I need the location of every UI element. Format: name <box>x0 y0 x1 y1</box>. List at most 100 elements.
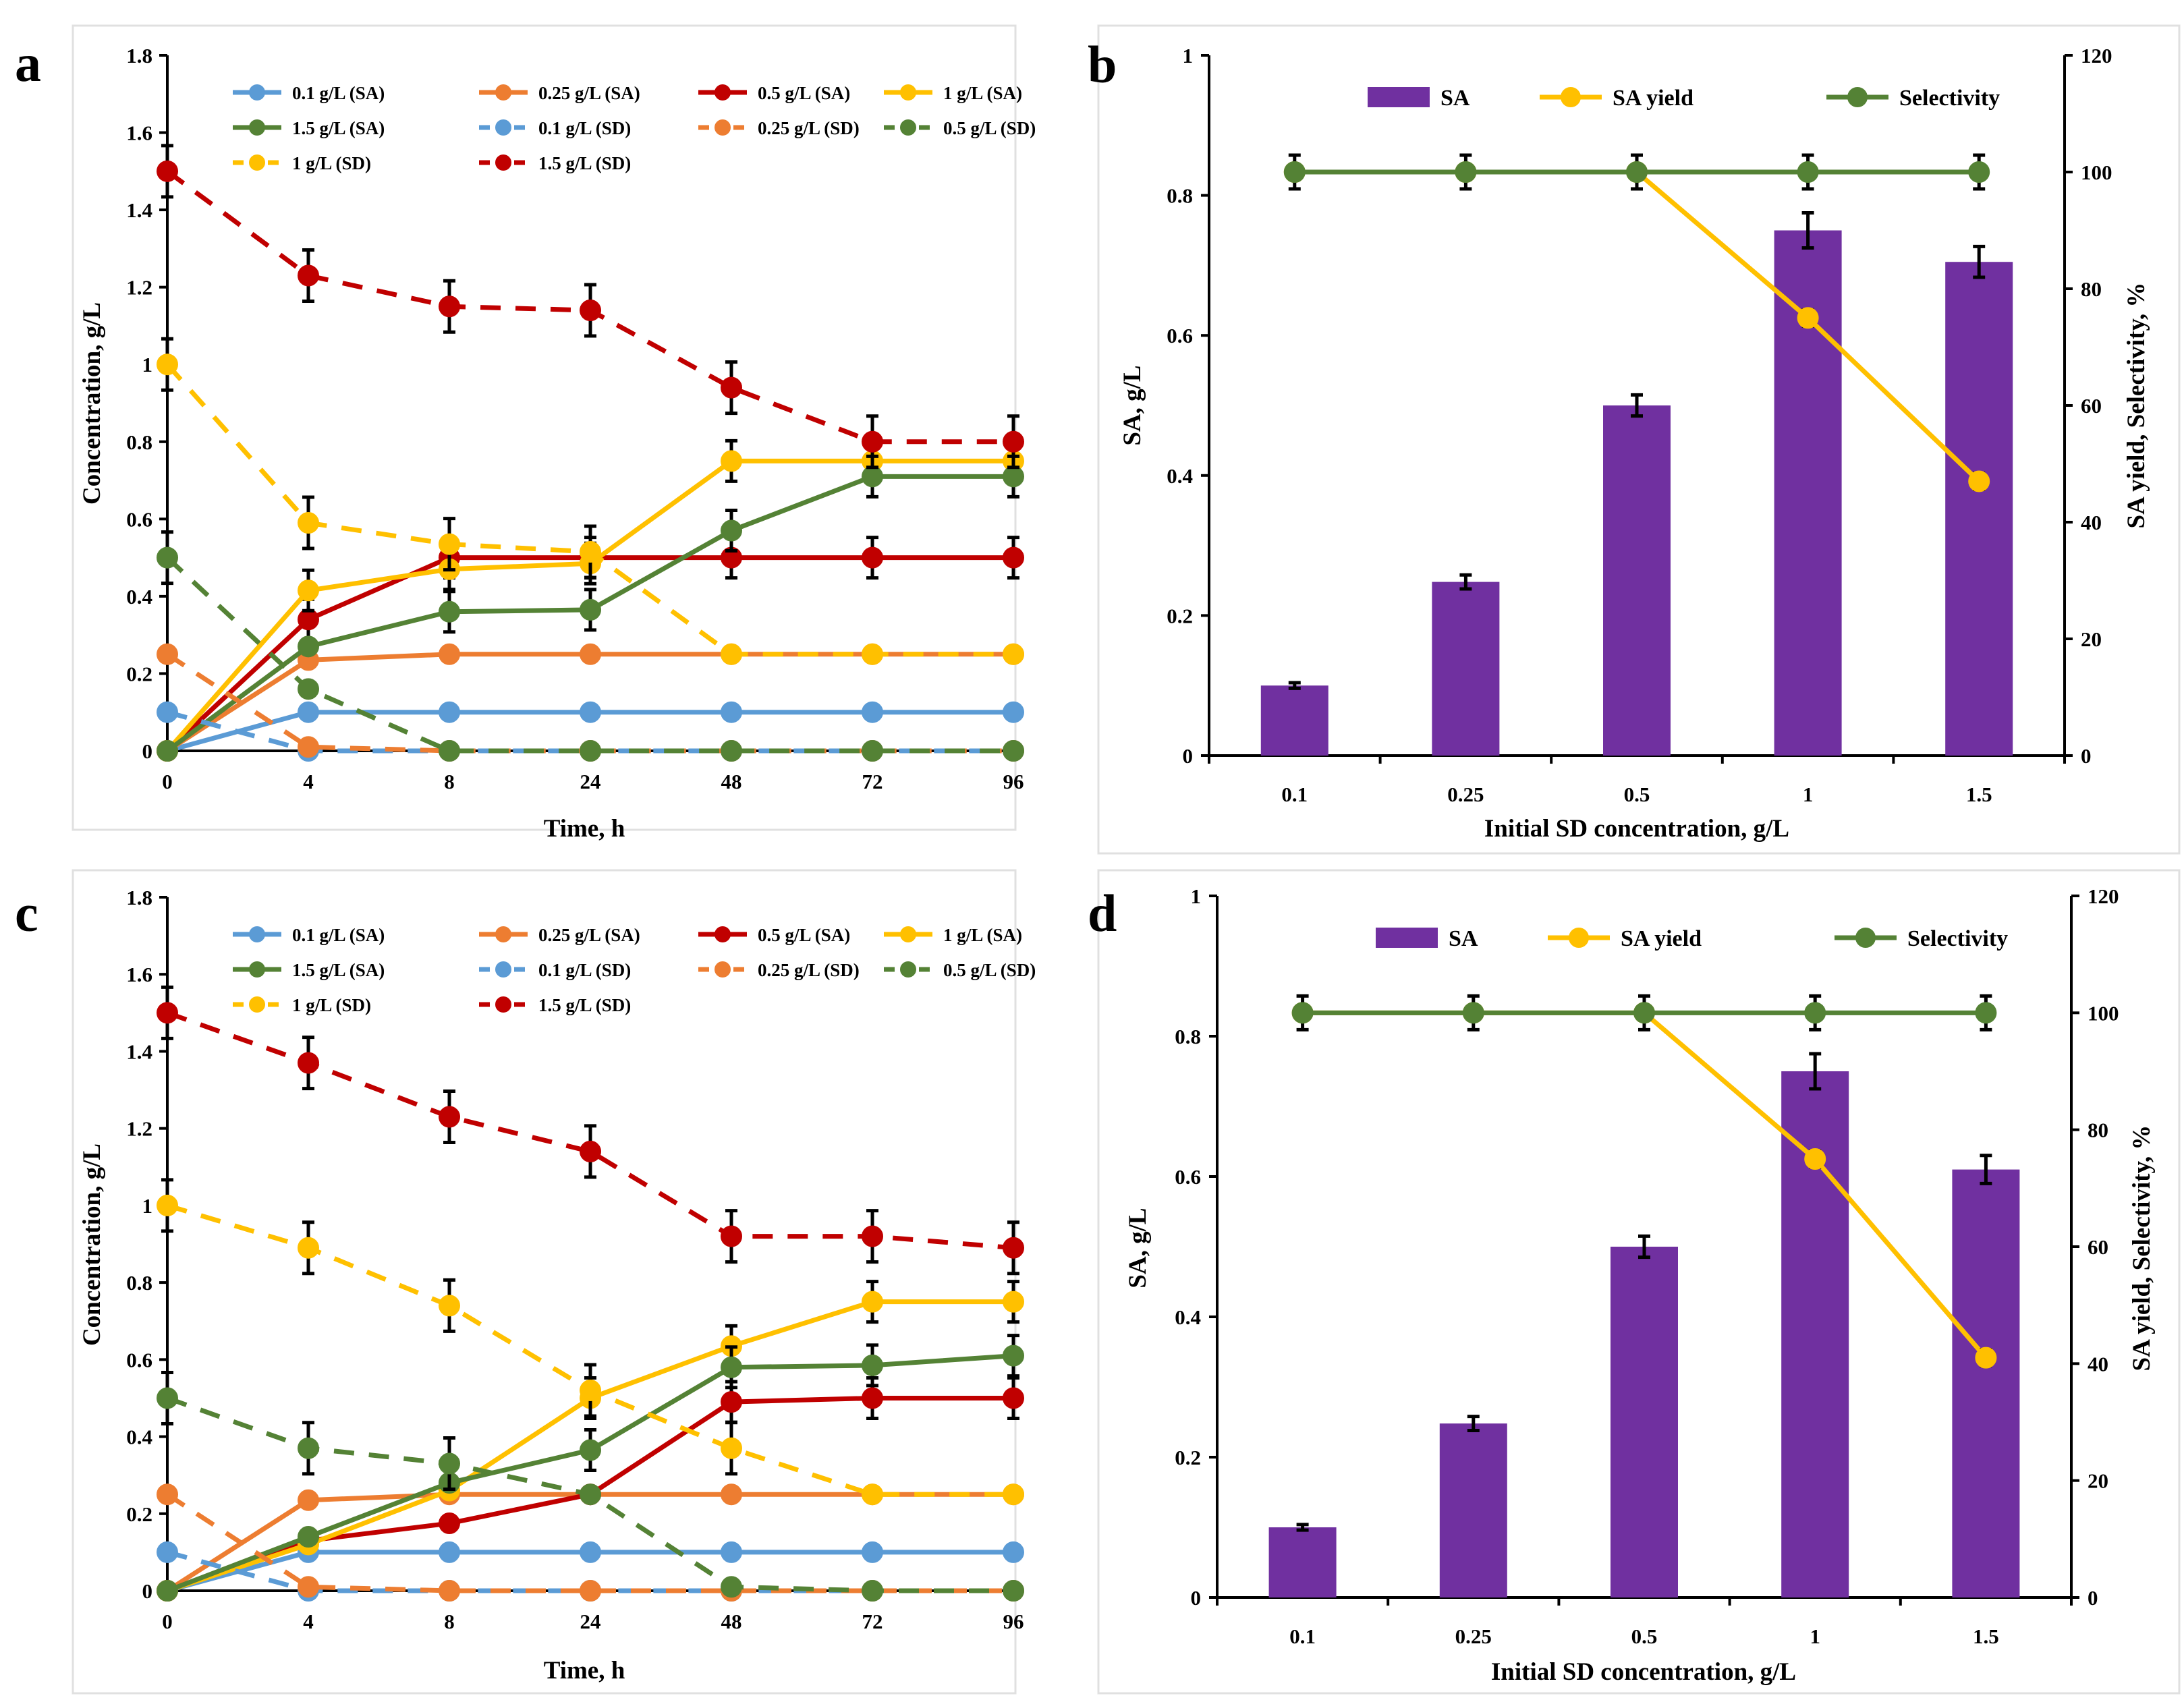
legend-marker <box>900 119 916 136</box>
legend-marker <box>715 84 731 101</box>
data-point <box>721 450 742 472</box>
data-point <box>1975 1002 1997 1024</box>
data-point <box>721 1391 742 1413</box>
data-point <box>1633 1002 1655 1024</box>
data-point <box>721 1356 742 1378</box>
y-tick-label: 0.2 <box>126 662 152 685</box>
legend-swatch-bar <box>1368 87 1430 107</box>
legend-marker <box>495 84 511 101</box>
y2-tick-label: 100 <box>2088 1001 2119 1025</box>
data-point <box>157 546 178 569</box>
data-point <box>721 1437 742 1459</box>
data-point <box>439 643 460 665</box>
legend-label: 1.5 g/L (SA) <box>292 118 385 138</box>
legend-label: SA yield <box>1613 86 1693 111</box>
legend-marker <box>249 961 265 978</box>
series-sd-7 <box>157 530 1024 762</box>
x-tick-label: 4 <box>303 1610 314 1633</box>
data-point <box>439 1106 460 1128</box>
y-tick-label: 1.8 <box>126 44 152 67</box>
data-point <box>157 740 178 762</box>
data-point <box>157 1580 178 1602</box>
x-tick-label: 48 <box>721 1610 742 1633</box>
series-sd-8 <box>157 1178 1024 1506</box>
y2-tick-label: 60 <box>2088 1235 2108 1259</box>
data-point <box>862 1483 883 1506</box>
data-point <box>721 519 742 542</box>
y-tick-label: 0.4 <box>126 585 152 609</box>
legend-label: 1 g/L (SA) <box>943 83 1022 103</box>
y-tick-label: 1.4 <box>126 1040 152 1063</box>
y2-tick-label: 80 <box>2081 277 2102 301</box>
data-point <box>1804 1148 1826 1170</box>
y-tick-label: 0.6 <box>1167 324 1193 347</box>
x-tick-label: 8 <box>444 770 455 793</box>
data-point <box>1003 1483 1024 1506</box>
legend-label: Selectivity <box>1899 86 2000 111</box>
legend-marker <box>495 926 511 942</box>
data-point <box>298 678 319 700</box>
data-point <box>1797 161 1819 183</box>
legend-label: 1 g/L (SA) <box>943 925 1022 945</box>
y-axis-title: SA, g/L <box>1124 1208 1152 1288</box>
x-tick-label: 72 <box>862 770 883 793</box>
y-tick-label: 0.2 <box>126 1502 152 1526</box>
data-point <box>721 740 742 762</box>
legend-marker <box>249 119 265 136</box>
x-tick-label: 0 <box>162 770 173 793</box>
y2-tick-label: 20 <box>2081 627 2102 651</box>
data-point <box>439 1295 460 1317</box>
y-tick-label: 1 <box>1183 44 1194 67</box>
legend-label: 0.1 g/L (SA) <box>292 925 385 945</box>
bar <box>1260 685 1328 756</box>
x-tick-label: 1.5 <box>1966 783 1992 806</box>
data-point <box>580 701 601 723</box>
panel-a: a00.20.40.60.811.21.41.61.80 4 8 24 48 72 96Ti… <box>15 24 1036 843</box>
legend-label: 0.5 g/L (SD) <box>943 118 1036 138</box>
legend: 0.1 g/L (SA) 0.25 g/L (SA) 0.5 g/L (SA) 1 g… <box>233 83 1036 173</box>
y-tick-label: 0 <box>142 739 153 763</box>
x-tick-label: 24 <box>580 1610 601 1633</box>
legend-label: 1 g/L (SD) <box>292 995 371 1015</box>
data-point <box>439 533 460 555</box>
series-sd-9 <box>157 985 1024 1276</box>
data-point <box>1003 1291 1024 1313</box>
x-tick-label: 24 <box>580 770 601 793</box>
data-point <box>439 740 460 762</box>
data-point <box>1968 470 1990 492</box>
y2-tick-label: 0 <box>2088 1586 2098 1610</box>
legend-marker <box>249 996 265 1013</box>
legend-label: 0.25 g/L (SA) <box>538 925 640 945</box>
data-point <box>157 701 178 723</box>
y-axis-title: SA, g/L <box>1119 365 1146 445</box>
data-point <box>298 1237 319 1259</box>
legend-marker <box>495 996 511 1013</box>
y-tick-label: 0.4 <box>126 1425 152 1449</box>
y2-axis-title: SA yield, Selectivity, % <box>2128 1125 2156 1371</box>
panel-letter: c <box>15 884 38 942</box>
data-point <box>1003 1237 1024 1259</box>
legend: 0.1 g/L (SA) 0.25 g/L (SA) 0.5 g/L (SA) 1 g… <box>233 925 1036 1015</box>
legend-marker <box>1855 928 1876 948</box>
legend-label: 0.5 g/L (SA) <box>758 83 850 103</box>
data-point <box>580 1483 601 1506</box>
panel-d: d 0 0.2 0.4 0.6 0.8 1 0 20 40 60 80 100 120 0.1 0.25 0.5… <box>1088 869 2181 1695</box>
y-tick-label: 0 <box>1183 744 1194 768</box>
data-point <box>580 1439 601 1461</box>
x-tick-label: 0.5 <box>1624 783 1650 806</box>
data-point <box>298 264 319 287</box>
y2-tick-label: 20 <box>2088 1469 2108 1493</box>
data-point <box>721 1483 742 1506</box>
y-tick-label: 0.6 <box>126 1348 152 1371</box>
data-point <box>721 1541 742 1563</box>
data-point <box>298 512 319 534</box>
legend-label: 0.25 g/L (SD) <box>758 118 860 138</box>
data-point <box>580 1580 601 1602</box>
y-tick-label: 0.8 <box>126 430 152 454</box>
y2-tick-label: 100 <box>2081 161 2112 184</box>
data-point <box>439 295 460 318</box>
data-point <box>1003 740 1024 762</box>
legend-marker <box>715 961 731 978</box>
y-tick-label: 1.2 <box>126 276 152 300</box>
